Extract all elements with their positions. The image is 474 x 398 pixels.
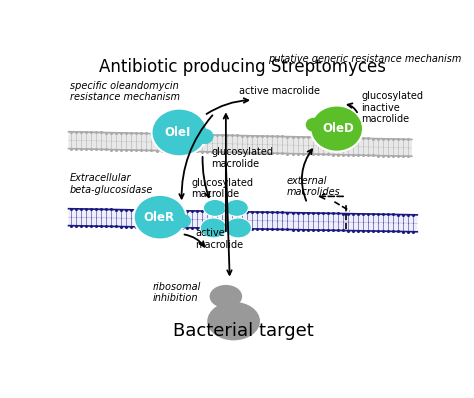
Ellipse shape — [310, 105, 363, 152]
Ellipse shape — [152, 109, 207, 156]
Text: Antibiotic producing Streptomyces: Antibiotic producing Streptomyces — [100, 58, 386, 76]
Text: active macrolide: active macrolide — [239, 86, 320, 96]
Ellipse shape — [210, 285, 242, 308]
Text: OleR: OleR — [143, 211, 174, 224]
Ellipse shape — [201, 218, 227, 238]
Text: OleD: OleD — [322, 122, 354, 135]
Ellipse shape — [134, 195, 186, 240]
Text: glucosylated
macrolide: glucosylated macrolide — [211, 147, 273, 169]
Ellipse shape — [203, 199, 227, 217]
Text: specific oleandomycin
resistance mechanism: specific oleandomycin resistance mechani… — [70, 81, 180, 102]
Text: glucosylated
macrolide: glucosylated macrolide — [191, 178, 253, 199]
Text: external
macrolides: external macrolides — [286, 176, 340, 197]
Text: Bacterial target: Bacterial target — [173, 322, 313, 340]
Text: ribosomal
inhibition: ribosomal inhibition — [152, 282, 201, 303]
Ellipse shape — [175, 214, 191, 228]
Text: OleI: OleI — [164, 126, 191, 139]
Ellipse shape — [196, 129, 213, 144]
Ellipse shape — [306, 118, 321, 132]
Text: active
macrolide: active macrolide — [195, 228, 243, 250]
Ellipse shape — [225, 218, 251, 238]
Polygon shape — [69, 132, 412, 156]
Text: glucosylated
inactive
macrolide: glucosylated inactive macrolide — [362, 91, 423, 125]
Ellipse shape — [225, 199, 248, 217]
Ellipse shape — [207, 302, 260, 340]
Polygon shape — [69, 209, 417, 232]
Text: putative generic resistance mechanism: putative generic resistance mechanism — [268, 54, 462, 64]
Text: Extracellular
beta-glucosidase: Extracellular beta-glucosidase — [70, 173, 154, 195]
